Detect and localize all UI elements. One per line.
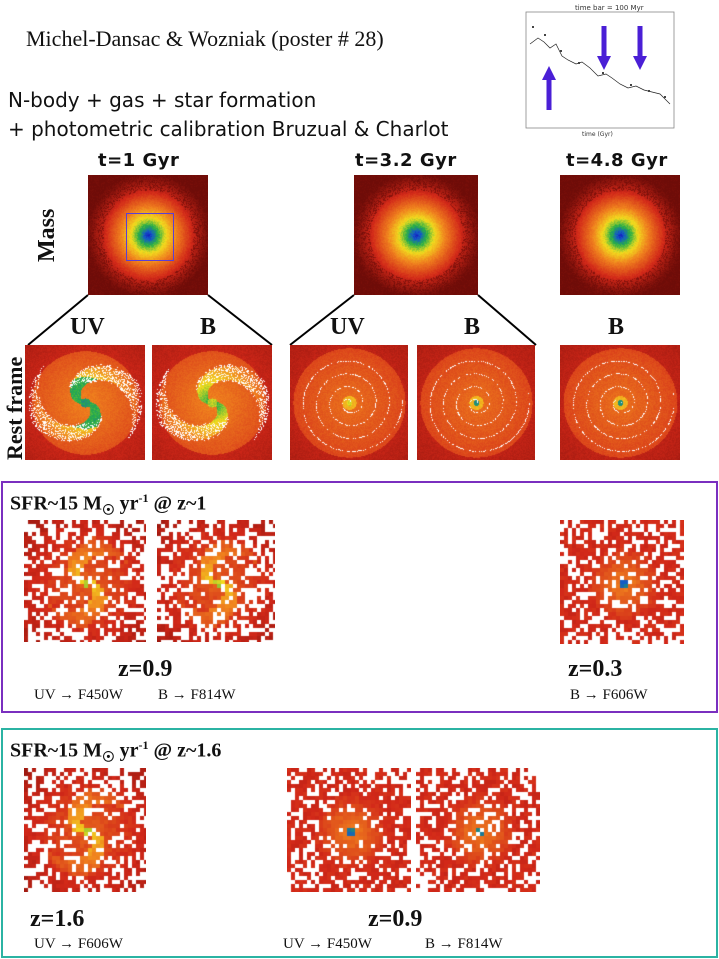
band-label-b-3: B — [608, 314, 625, 340]
galaxy-image — [287, 768, 411, 892]
z09-b-panel — [157, 520, 275, 642]
zoom-connector-lines — [27, 294, 537, 346]
sfr-prefix: SFR~15 M — [10, 492, 103, 515]
galaxy-image — [560, 175, 680, 295]
poster-title: Michel-Dansac & Wozniak (poster # 28) — [26, 26, 384, 51]
zoom-box — [126, 213, 174, 261]
z09-b-panel-b — [416, 768, 540, 892]
sun-symbol: ☉ — [102, 503, 115, 519]
filter-b-f814w: B → F814W — [158, 687, 236, 703]
galaxy-image — [560, 520, 684, 644]
mass-panel-t2 — [354, 175, 478, 295]
sfr-z16-box — [1, 728, 718, 958]
sfr-unit: yr — [119, 739, 139, 762]
sun-symbol: ☉ — [102, 750, 115, 766]
z09-uv-panel-b — [287, 768, 411, 892]
galaxy-image — [560, 345, 680, 460]
galaxy-image — [157, 520, 275, 642]
time-label-3: t=4.8 Gyr — [566, 150, 668, 171]
filter-b-f606w: B → F606W — [570, 687, 648, 703]
description-line-2: + photometric calibration Bruzual & Char… — [8, 117, 449, 141]
galaxy-image — [88, 175, 208, 295]
restframe-b-t2 — [417, 345, 535, 460]
restframe-b-t3 — [560, 345, 680, 460]
band-label-uv-1: UV — [70, 314, 105, 340]
sfr-suffix: @ z~1 — [148, 492, 207, 515]
sfr-z1-label: SFR~15 M☉ yr-1 @ z~1 — [10, 491, 206, 520]
galaxy-image — [24, 768, 146, 892]
sfr-prefix: SFR~15 M — [10, 739, 103, 762]
sfr-unit: yr — [119, 492, 139, 515]
z09-label-b: z=0.9 — [368, 906, 423, 932]
filter-uv-f450w-b: UV → F450W — [283, 936, 372, 952]
band-label-b-2: B — [464, 314, 481, 340]
z03-b-panel — [560, 520, 684, 644]
band-label-b-1: B — [200, 314, 217, 340]
time-arrows — [542, 26, 647, 110]
inset-top-label: time bar = 100 Myr — [575, 4, 644, 12]
mass-panel-t3 — [560, 175, 680, 295]
z09-uv-panel — [24, 520, 146, 642]
filter-uv-f450w: UV → F450W — [34, 687, 123, 703]
z16-uv-panel — [24, 768, 146, 892]
mass-panel-t1 — [88, 175, 208, 295]
description-line-1: N-body + gas + star formation — [8, 88, 317, 112]
galaxy-image — [290, 345, 408, 460]
restframe-uv-t1 — [25, 345, 145, 460]
z03-label: z=0.3 — [568, 656, 623, 682]
restframe-b-t1 — [152, 345, 272, 460]
sfr-inset-plot: time bar = 100 Myr time (Gyr) — [520, 4, 680, 138]
galaxy-image — [152, 345, 272, 460]
band-label-uv-2: UV — [330, 314, 365, 340]
galaxy-image — [354, 175, 478, 295]
filter-uv-f606w: UV → F606W — [34, 936, 123, 952]
restframe-uv-t2 — [290, 345, 408, 460]
z09-label: z=0.9 — [118, 656, 173, 682]
sfr-exponent: -1 — [138, 738, 149, 752]
galaxy-image — [24, 520, 146, 642]
sfr-z1-box — [1, 481, 718, 713]
galaxy-image — [417, 345, 535, 460]
galaxy-image — [25, 345, 145, 460]
time-label-1: t=1 Gyr — [98, 150, 180, 171]
galaxy-image — [416, 768, 540, 892]
sfr-suffix: @ z~1.6 — [148, 739, 222, 762]
filter-b-f814w-b: B → F814W — [425, 936, 503, 952]
sfr-exponent: -1 — [138, 491, 149, 505]
z16-label: z=1.6 — [30, 906, 85, 932]
sfr-inset-svg: time bar = 100 Myr time (Gyr) — [525, 4, 675, 138]
time-label-2: t=3.2 Gyr — [355, 150, 457, 171]
sfr-z16-label: SFR~15 M☉ yr-1 @ z~1.6 — [10, 738, 221, 767]
inset-bottom-label: time (Gyr) — [582, 131, 613, 138]
